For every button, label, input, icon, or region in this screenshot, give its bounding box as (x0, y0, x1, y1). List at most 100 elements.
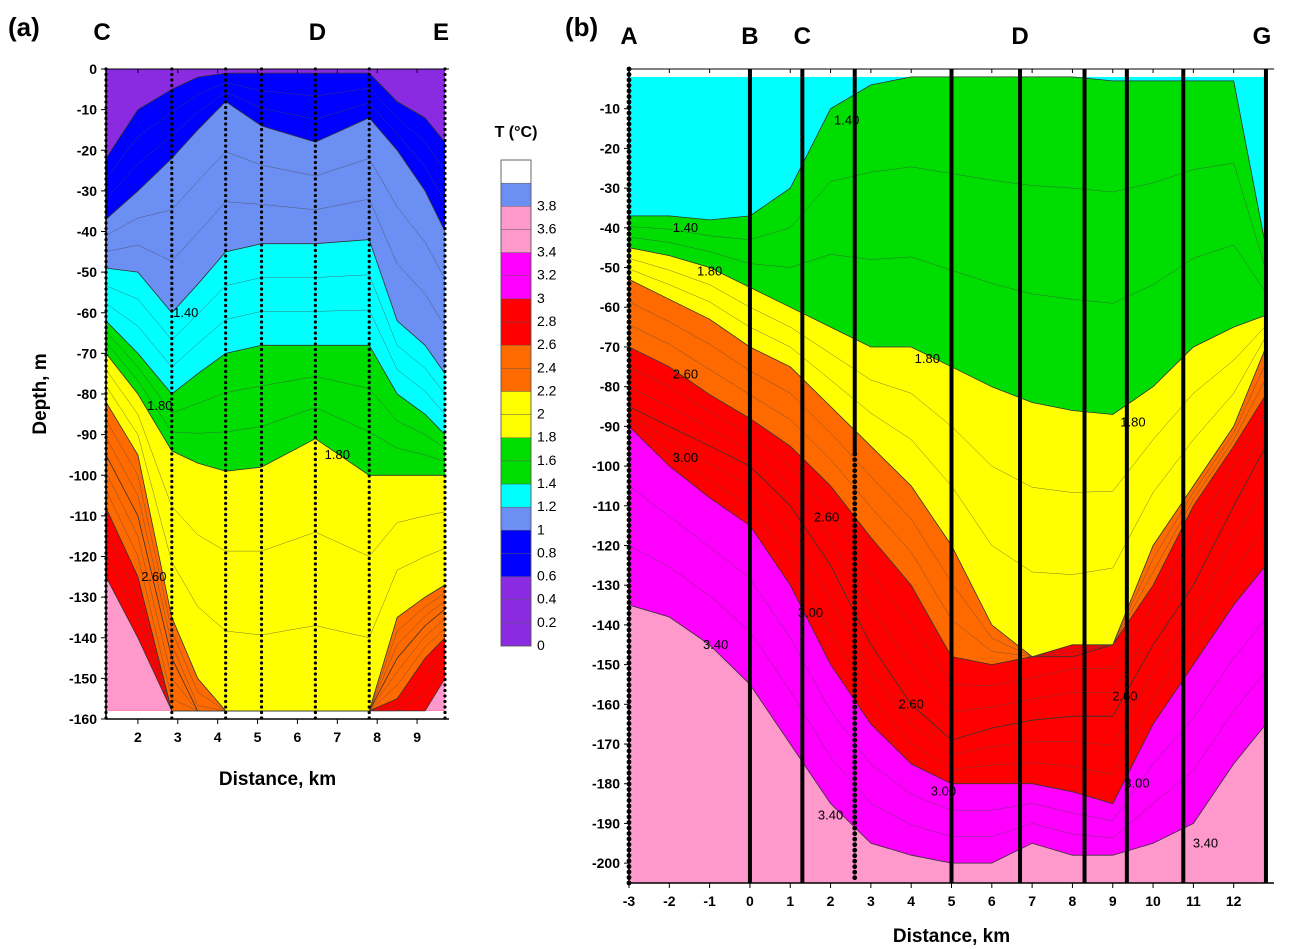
station-sample-dot (313, 446, 317, 451)
station-sample-dot (170, 562, 174, 566)
station-sample-dot (367, 78, 371, 82)
station-sample-dot (224, 188, 228, 192)
station-sample-dot (170, 204, 174, 209)
station-sample-dot (367, 397, 371, 401)
station-sample-dot (170, 353, 174, 357)
station-sample-dot (367, 518, 371, 522)
station-sample-dot (313, 237, 317, 242)
station-sample-dot (367, 105, 371, 110)
station-sample-dot (852, 869, 858, 875)
station-sample-dot (224, 199, 228, 203)
station-sample-dot (313, 672, 317, 676)
station-sample-dot (170, 694, 174, 698)
station-sample-dot (224, 650, 228, 654)
station-sample-dot (852, 649, 858, 655)
station-sample-dot (443, 485, 447, 489)
station-sample-dot (443, 193, 447, 198)
contour-label: 2.60 (899, 696, 924, 711)
station-sample-dot (224, 562, 228, 566)
station-sample-dot (367, 639, 371, 643)
station-sample-dot (313, 666, 317, 671)
station-sample-dot (259, 127, 264, 132)
station-label: C (93, 19, 110, 46)
legend-label: 0.4 (537, 591, 557, 607)
station-sample-dot (443, 347, 447, 352)
station-sample-dot (852, 495, 858, 501)
station-profile-dots (443, 67, 447, 720)
station-sample-dot (852, 825, 858, 831)
station-sample-dot (170, 133, 174, 137)
station-sample-dot (170, 270, 174, 275)
station-sample-dot (259, 617, 264, 621)
station-sample-dot (367, 83, 371, 88)
station-sample-dot (313, 215, 317, 220)
station-sample-dot (367, 160, 371, 165)
station-sample-dot (259, 83, 264, 88)
station-sample-dot (224, 320, 228, 324)
station-sample-dot (259, 292, 264, 297)
station-sample-dot (259, 468, 264, 473)
station-sample-dot (367, 617, 371, 621)
station-sample-dot (367, 688, 371, 693)
station-sample-dot (224, 479, 228, 484)
station-sample-dot (852, 688, 858, 694)
station-sample-dot (443, 463, 447, 467)
station-sample-dot (259, 89, 264, 93)
station-sample-dot (443, 364, 447, 368)
station-sample-dot (224, 518, 228, 522)
station-sample-dot (852, 523, 858, 529)
station-sample-dot (170, 710, 174, 715)
station-sample-dot (367, 100, 371, 104)
station-sample-dot (313, 364, 317, 368)
station-sample-dot (170, 358, 174, 363)
station-sample-dot (259, 358, 264, 363)
station-sample-dot (170, 479, 174, 484)
station-sample-dot (259, 149, 264, 154)
station-sample-dot (443, 441, 447, 445)
station-sample-dot (367, 523, 371, 528)
y-tick-label: -150 (592, 657, 620, 673)
station-sample-dot (313, 595, 317, 599)
station-sample-dot (259, 94, 264, 99)
station-sample-dot (367, 694, 371, 698)
station-sample-dot (367, 353, 371, 357)
station-sample-dot (170, 578, 174, 583)
station-sample-dot (443, 710, 447, 715)
station-sample-dot (443, 204, 447, 209)
legend-swatch (500, 576, 532, 600)
station-sample-dot (313, 435, 317, 440)
station-sample-dot (852, 858, 858, 864)
station-sample-dot (170, 281, 174, 286)
station-sample-dot (224, 430, 228, 434)
station-sample-dot (224, 463, 228, 467)
station-sample-dot (259, 287, 264, 291)
station-sample-dot (313, 243, 317, 247)
station-sample-dot (443, 606, 447, 610)
station-sample-dot (313, 639, 317, 643)
panel-label: (a) (8, 12, 40, 42)
station-sample-dot (367, 485, 371, 489)
station-sample-dot (443, 105, 447, 110)
x-tick-label: 10 (1145, 893, 1161, 909)
station-sample-dot (259, 633, 264, 638)
station-sample-dot (367, 116, 371, 121)
station-sample-dot (443, 314, 447, 319)
station-sample-dot (367, 133, 371, 137)
station-sample-dot (443, 699, 447, 704)
station-sample-dot (259, 226, 264, 231)
station-sample-dot (224, 584, 228, 588)
legend-label: 1.4 (537, 475, 557, 491)
legend-swatch (500, 159, 532, 184)
station-sample-dot (224, 116, 228, 121)
station-sample-dot (170, 408, 174, 412)
station-sample-dot (259, 160, 264, 165)
legend-label: 1.8 (537, 429, 557, 445)
station-sample-dot (170, 331, 174, 335)
station-sample-dot (367, 364, 371, 368)
y-tick-label: -190 (592, 815, 620, 831)
station-sample-dot (852, 517, 858, 523)
station-sample-dot (313, 633, 317, 638)
station-sample-dot (443, 584, 447, 588)
station-sample-dot (443, 78, 447, 82)
station-sample-dot (443, 452, 447, 456)
